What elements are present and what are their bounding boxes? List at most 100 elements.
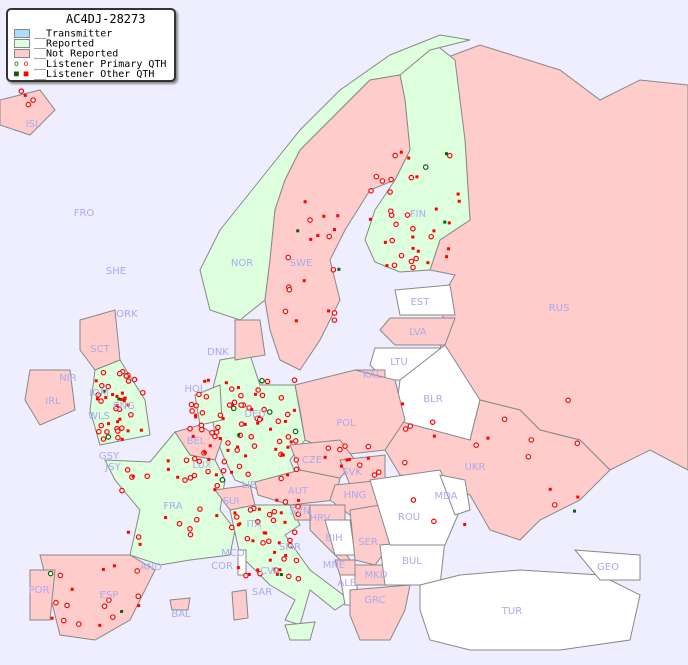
listener-other-qth: [244, 454, 248, 458]
listener-primary-qth: [388, 176, 394, 183]
listener-primary-qth: [402, 426, 409, 432]
listener-other-qth: [297, 498, 301, 502]
listener-primary-qth: [105, 383, 112, 390]
country-tur: [419, 569, 641, 651]
listener-other-qth: [138, 542, 142, 546]
listener-primary-qth: [182, 477, 188, 483]
listener-other-qth: [275, 572, 279, 576]
listener-primary-qth: [286, 573, 292, 580]
listener-primary-qth: [282, 499, 289, 505]
listener-primary-qth: [217, 412, 224, 419]
listener-other-qth: [236, 566, 240, 570]
listener-other-qth: [237, 433, 241, 437]
country-label: TUR: [501, 606, 522, 617]
listener-primary-qth: [196, 458, 203, 465]
listener-primary-qth: [402, 459, 408, 466]
country-label: AND: [140, 562, 162, 573]
country-sic: [284, 621, 316, 641]
listener-other-qth: [316, 234, 320, 238]
listener-other-qth: [95, 397, 99, 401]
not-reported-swatch: [14, 49, 30, 58]
listener-primary-qth: [398, 252, 405, 259]
listener-primary-qth: [422, 164, 429, 170]
country-pol: [294, 369, 406, 456]
listener-primary-qth: [565, 397, 571, 404]
listener-primary-qth: [291, 377, 298, 383]
listener-primary-qth: [60, 617, 67, 624]
listener-primary-qth: [205, 468, 211, 475]
country-label: IOM: [89, 388, 108, 399]
listener-other-qth: [432, 434, 436, 438]
listener-primary-qth: [373, 173, 380, 180]
listener-primary-qth: [215, 424, 221, 431]
listener-primary-qth: [285, 434, 292, 440]
listener-primary-qth: [410, 497, 417, 503]
listener-other-qth: [122, 399, 126, 403]
listener-other-qth: [411, 246, 415, 250]
listener-primary-qth: [387, 189, 393, 195]
listener-primary-qth: [246, 405, 252, 411]
listener-other-qth: [191, 434, 195, 438]
country-label: GRC: [364, 595, 385, 606]
listener-primary-qth: [191, 455, 198, 462]
listener-other-qth: [70, 587, 74, 591]
listener-other-qth: [218, 437, 222, 441]
legend-label: __Reported: [34, 38, 95, 50]
country-label: HRV: [310, 513, 331, 524]
listener-primary-qth: [99, 382, 105, 389]
listener-primary-qth: [391, 262, 398, 269]
listener-other-qth: [278, 568, 282, 572]
listener-other-qth: [302, 279, 306, 283]
listener-primary-qth: [410, 225, 416, 232]
listener-primary-qth: [196, 391, 202, 398]
listener-primary-qth: [408, 258, 415, 265]
listener-other-qth: [226, 448, 230, 452]
country-label: EST: [411, 297, 431, 308]
listener-primary-qth: [325, 445, 332, 451]
country-label: SMR: [279, 542, 301, 553]
listener-primary-qth: [231, 399, 238, 406]
country-label: KAL: [363, 370, 382, 381]
listener-other-qth: [447, 247, 451, 251]
listener-other-qth: [368, 217, 372, 221]
country-label: COR: [211, 561, 233, 572]
listener-other-qth: [401, 402, 405, 406]
country-label: MDA: [435, 491, 458, 502]
country-label: SUI: [223, 496, 240, 507]
listener-primary-qth: [389, 237, 396, 244]
listener-primary-qth: [260, 540, 266, 546]
listener-primary-qth: [331, 317, 338, 323]
listener-primary-qth: [255, 387, 261, 393]
listener-other-qth: [548, 487, 552, 491]
listener-primary-qth: [256, 416, 263, 423]
listener-other-qth: [254, 392, 258, 396]
legend-label: __Listener Primary QTH: [34, 59, 167, 70]
listener-other-qth: [207, 458, 211, 462]
listener-other-qth: [120, 391, 124, 395]
country-label: ITA: [246, 519, 261, 530]
listener-other-qth: [292, 408, 296, 412]
listener-other-qth: [366, 456, 370, 460]
listener-primary-qth: [119, 487, 125, 494]
listener-other-qth: [224, 381, 228, 385]
listener-primary-qth: [115, 434, 121, 441]
listener-primary-qth: [284, 411, 291, 418]
listener-primary-qth: [187, 475, 194, 481]
listener-primary-qth: [295, 575, 302, 582]
listener-other-qth: [107, 422, 111, 426]
listener-primary-qth: [213, 429, 220, 435]
listener-other-qth: [426, 261, 430, 265]
listener-primary-qth: [98, 422, 105, 429]
listener-other-qth: [164, 516, 168, 520]
listener-primary-qth: [110, 614, 116, 620]
listener-other-qth: [117, 397, 121, 401]
listener-primary-qth: [392, 152, 398, 159]
country-label: ISL: [26, 119, 41, 130]
listener-other-qth: [230, 470, 234, 474]
listener-primary-qth: [229, 386, 235, 392]
listener-primary-qth: [135, 534, 142, 540]
listener-primary-qth: [273, 567, 279, 573]
country-label: SVK: [342, 467, 362, 478]
